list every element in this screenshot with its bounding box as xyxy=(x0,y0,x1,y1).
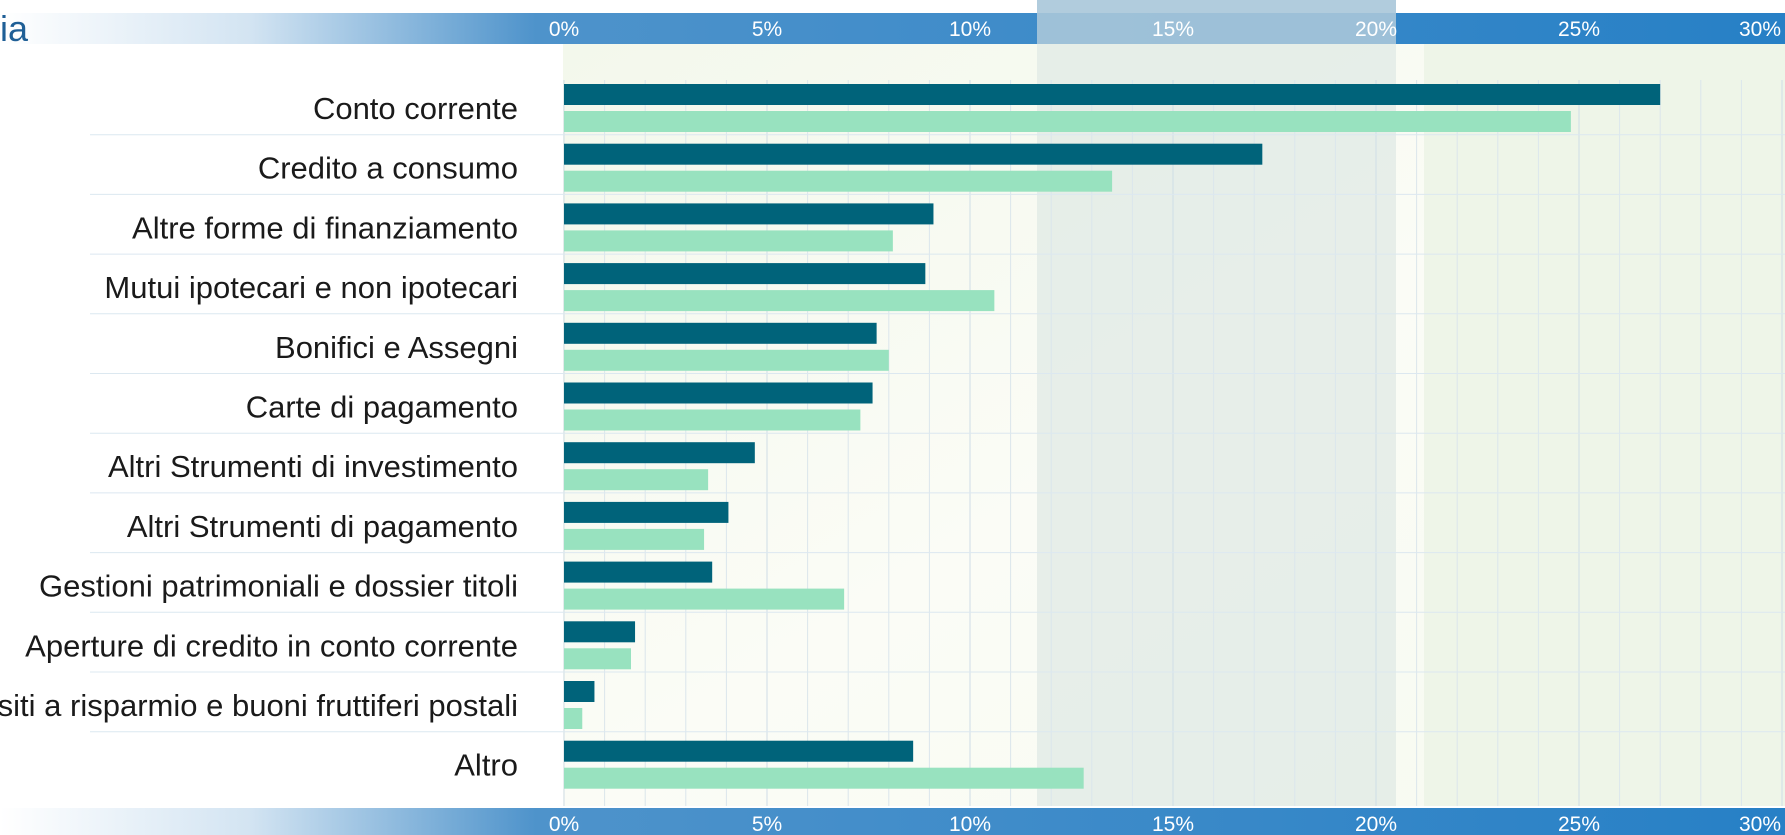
category-label: Carte di pagamento xyxy=(246,390,518,425)
tick-label: 5% xyxy=(752,18,782,41)
category-label: Altri Strumenti di pagamento xyxy=(127,509,518,544)
grid-lines xyxy=(563,80,1783,806)
bar-series-2 xyxy=(564,111,1571,132)
category-label: Credito a consumo xyxy=(258,151,518,186)
bar-series-2 xyxy=(564,230,893,252)
category-label: Bonifici e Assegni xyxy=(275,330,518,365)
category-label: Gestioni patrimoniali e dossier titoli xyxy=(39,569,518,604)
tick-label: 20% xyxy=(1355,18,1397,41)
tick-label: 25% xyxy=(1558,18,1600,41)
bar-series-2 xyxy=(564,409,861,431)
bar-series-1 xyxy=(564,501,729,523)
tick-label: 10% xyxy=(949,18,991,41)
category-label: Altre forme di finanziamento xyxy=(132,210,518,245)
bar-series-2 xyxy=(564,708,583,729)
bar-series-2 xyxy=(564,588,845,610)
tick-label: 0% xyxy=(549,813,579,835)
plot-right-panel xyxy=(1424,44,1785,806)
bar-series-1 xyxy=(564,621,636,643)
category-label: Altro xyxy=(454,748,518,783)
category-label: Aperture di credito in conto corrente xyxy=(25,628,518,663)
category-label: Mutui ipotecari e non ipotecari xyxy=(104,270,518,305)
tick-label: 15% xyxy=(1152,813,1194,835)
tick-label: 30% xyxy=(1739,813,1781,835)
top-axis-band-highlight xyxy=(1037,0,1396,44)
bars xyxy=(564,84,1661,789)
tick-label: 30% xyxy=(1739,18,1781,41)
bar-series-1 xyxy=(564,84,1661,105)
bar-series-2 xyxy=(564,528,705,550)
bar-series-1 xyxy=(564,681,595,702)
bar-series-1 xyxy=(564,203,934,225)
bar-series-1 xyxy=(564,263,926,285)
bar-series-1 xyxy=(564,382,873,404)
bar-series-1 xyxy=(564,143,1263,165)
bar-series-1 xyxy=(564,561,713,583)
header-title-fragment: ia xyxy=(0,8,29,49)
category-label: Conto corrente xyxy=(313,91,518,126)
category-labels: Conto corrente Credito a consumo Altre for… xyxy=(0,91,518,783)
bar-series-1 xyxy=(564,740,914,762)
bottom-axis-ticks: 0% 5% 10% 15% 20% 25% 30% xyxy=(549,813,1781,835)
tick-label: 20% xyxy=(1355,813,1397,835)
bar-series-2 xyxy=(564,290,995,312)
tick-label: 25% xyxy=(1558,813,1600,835)
tick-label: 15% xyxy=(1152,18,1194,41)
tick-label: 0% xyxy=(549,18,579,41)
row-separators xyxy=(90,134,1785,733)
top-axis-band-gap xyxy=(1396,0,1424,13)
top-axis-band-bg xyxy=(0,13,1785,44)
bar-series-2 xyxy=(564,170,1113,192)
bar-series-2 xyxy=(564,469,709,491)
bar-series-2 xyxy=(564,648,631,670)
category-label: siti a risparmio e buoni fruttiferi post… xyxy=(0,688,518,723)
top-axis-ticks: 0% 5% 10% 15% 20% 25% 30% xyxy=(549,18,1781,41)
bottom-axis-band: 0% 5% 10% 15% 20% 25% 30% xyxy=(0,808,1785,835)
bar-series-2 xyxy=(564,349,889,371)
bar-series-2 xyxy=(564,767,1084,789)
top-axis-band: 0% 5% 10% 15% 20% 25% 30% xyxy=(0,0,1785,44)
bar-series-1 xyxy=(564,322,877,344)
tick-label: 10% xyxy=(949,813,991,835)
bottom-axis-band-bg xyxy=(0,808,1785,835)
bar-series-1 xyxy=(564,442,755,464)
category-label: Altri Strumenti di investimento xyxy=(108,449,518,484)
tick-label: 5% xyxy=(752,813,782,835)
